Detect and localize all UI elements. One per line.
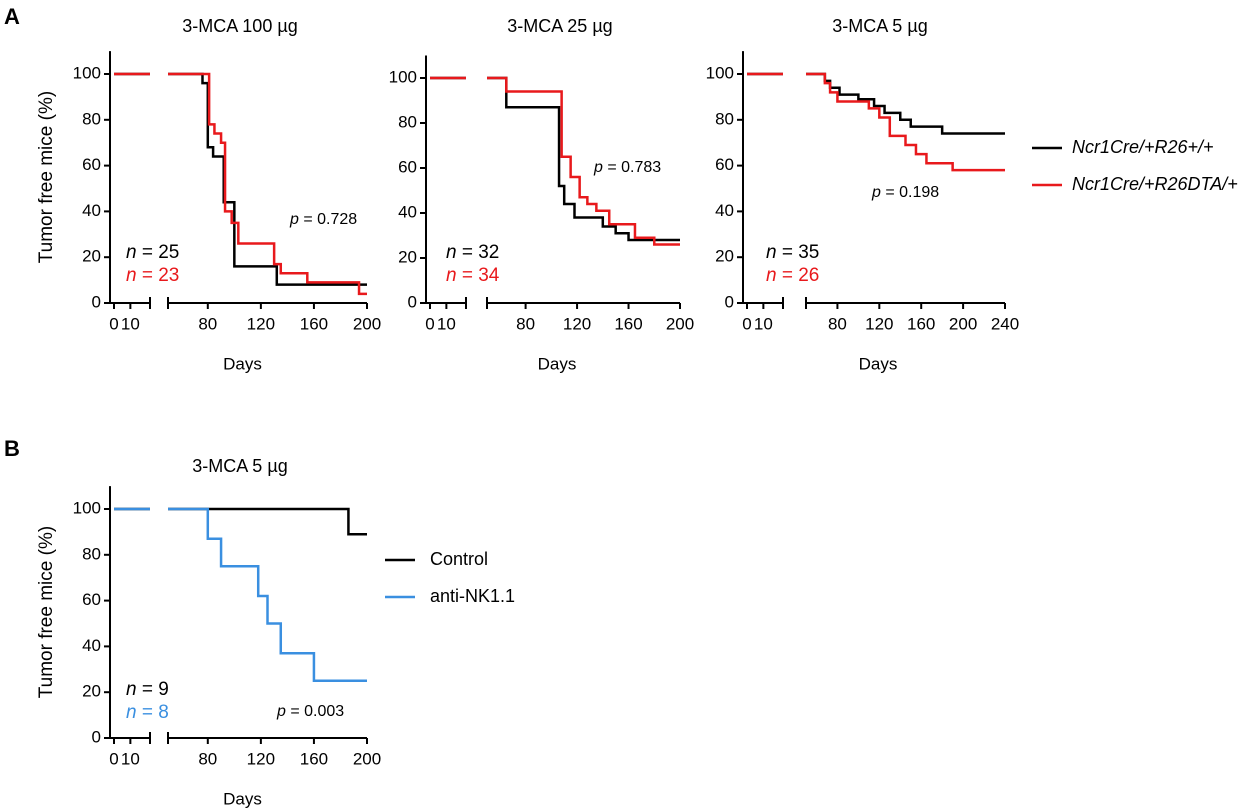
x-tick-label: 160	[614, 314, 642, 333]
y-tick-label: 80	[715, 109, 734, 128]
x-tick-label: 120	[865, 314, 893, 333]
y-tick-label: 40	[82, 636, 101, 655]
x-tick-label: 160	[907, 314, 935, 333]
n-label: n = 34	[446, 265, 500, 286]
y-tick-label: 40	[82, 201, 101, 220]
y-tick-label: 100	[73, 63, 101, 82]
x-tick-label: 80	[828, 314, 847, 333]
y-tick-label: 60	[398, 157, 417, 176]
x-tick-label: 120	[563, 314, 591, 333]
panel-label: A	[4, 4, 20, 29]
x-tick-label: 200	[949, 314, 977, 333]
x-tick-label: 80	[198, 749, 217, 768]
y-tick-label: 40	[715, 201, 734, 220]
x-tick-label: 240	[991, 314, 1019, 333]
y-axis-label: Tumor free mice (%)	[36, 526, 57, 698]
n-label: n = 23	[126, 265, 179, 286]
chart-title: 3-MCA 25 µg	[507, 16, 612, 36]
y-tick-label: 0	[92, 292, 101, 311]
x-axis-label: Days	[223, 789, 262, 808]
survival-curve	[430, 76, 680, 246]
y-tick-label: 60	[82, 590, 101, 609]
y-tick-label: 100	[706, 63, 734, 82]
x-tick-label: 120	[247, 749, 275, 768]
x-tick-label: 0	[109, 314, 118, 333]
x-tick-label: 160	[300, 749, 328, 768]
p-value: p = 0.783	[593, 159, 661, 176]
y-tick-label: 0	[92, 727, 101, 746]
y-axis-label: Tumor free mice (%)	[36, 91, 57, 263]
panel-label: B	[4, 436, 20, 461]
y-tick-label: 80	[82, 544, 101, 563]
y-tick-label: 100	[389, 67, 417, 86]
n-label: n = 26	[766, 265, 819, 286]
survival-curve	[114, 507, 367, 536]
survival-curve	[747, 72, 1005, 172]
legend-label: Control	[430, 549, 488, 569]
legend-label: Ncr1Cre/+R26DTA/+	[1072, 174, 1238, 194]
x-tick-label: 0	[425, 314, 434, 333]
y-tick-label: 20	[398, 247, 417, 266]
y-tick-label: 80	[82, 109, 101, 128]
x-axis-label: Days	[859, 354, 898, 373]
x-tick-label: 200	[666, 314, 694, 333]
x-tick-label: 80	[198, 314, 217, 333]
n-label: n = 35	[766, 242, 819, 263]
x-tick-label: 10	[121, 749, 140, 768]
x-tick-label: 80	[516, 314, 535, 333]
legend-label: anti-NK1.1	[430, 586, 515, 606]
survival-curve	[114, 72, 367, 296]
y-tick-label: 60	[715, 155, 734, 174]
n-label: n = 8	[126, 702, 169, 723]
chart-title: 3-MCA 5 µg	[832, 16, 927, 36]
y-tick-label: 0	[408, 292, 417, 311]
n-label: n = 9	[126, 679, 169, 700]
x-axis-label: Days	[223, 354, 262, 373]
x-tick-label: 120	[247, 314, 275, 333]
chart-title: 3-MCA 5 µg	[192, 456, 287, 476]
x-tick-label: 160	[300, 314, 328, 333]
x-tick-label: 10	[437, 314, 456, 333]
n-label: n = 25	[126, 242, 179, 263]
x-tick-label: 10	[754, 314, 773, 333]
y-tick-label: 40	[398, 202, 417, 221]
n-label: n = 32	[446, 242, 499, 263]
y-tick-label: 20	[82, 247, 101, 266]
survival-curve	[747, 72, 1005, 135]
y-tick-label: 60	[82, 155, 101, 174]
chart-title: 3-MCA 100 µg	[182, 16, 297, 36]
legend-label: Ncr1Cre/+R26+/+	[1072, 137, 1214, 157]
y-tick-label: 80	[398, 112, 417, 131]
survival-curve	[114, 507, 367, 682]
p-value: p = 0.003	[276, 703, 344, 720]
x-axis-label: Days	[538, 354, 577, 373]
x-tick-label: 200	[353, 314, 381, 333]
x-tick-label: 10	[121, 314, 140, 333]
y-tick-label: 0	[725, 292, 734, 311]
y-tick-label: 20	[82, 682, 101, 701]
x-tick-label: 200	[353, 749, 381, 768]
p-value: p = 0.198	[871, 184, 939, 201]
x-tick-label: 0	[109, 749, 118, 768]
p-value: p = 0.728	[289, 211, 357, 228]
y-tick-label: 20	[715, 247, 734, 266]
x-tick-label: 0	[742, 314, 751, 333]
y-tick-label: 100	[73, 498, 101, 517]
